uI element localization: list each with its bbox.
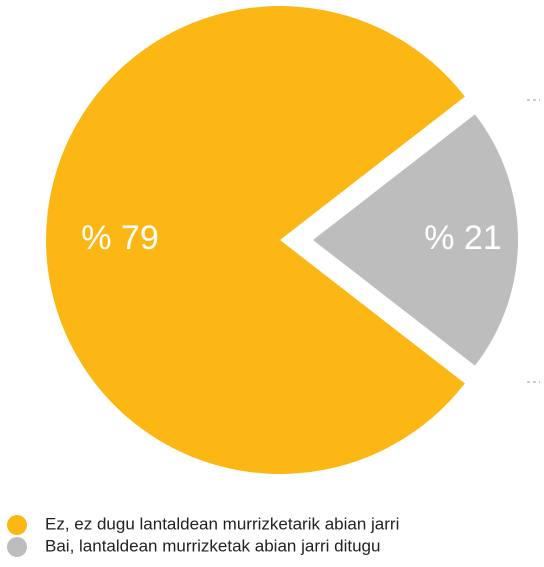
legend-label: Ez, ez dugu lantaldean murrizketarik abi… <box>45 514 399 533</box>
legend-marker <box>7 515 27 535</box>
pie-slice <box>46 6 465 474</box>
pie-slice <box>313 114 518 366</box>
legend-label: Bai, lantaldean murrizketak abian jarri … <box>45 536 380 555</box>
legend-marker <box>7 537 27 557</box>
value-label: % 79 <box>81 219 159 257</box>
value-label: % 21 <box>424 219 502 257</box>
